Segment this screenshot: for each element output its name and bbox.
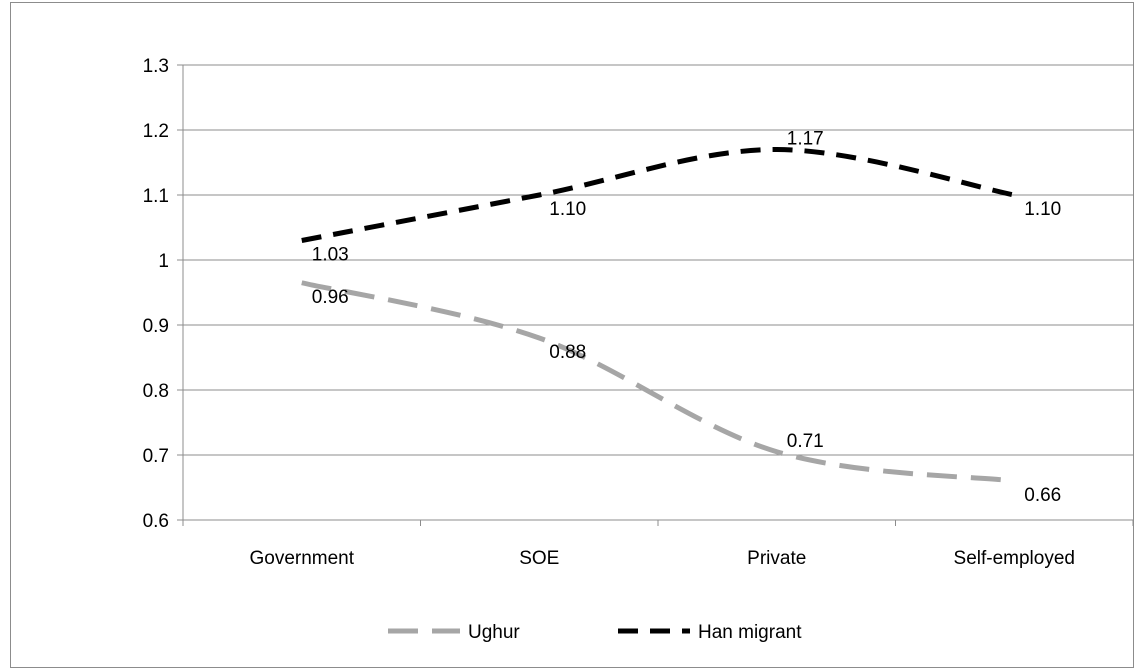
y-tick-label: 1.2 bbox=[143, 121, 169, 142]
y-tick-label: 0.7 bbox=[143, 446, 169, 467]
y-tick-label: 0.8 bbox=[143, 381, 169, 402]
y-tick-label: 0.9 bbox=[143, 316, 169, 337]
gridlines bbox=[183, 64, 1133, 456]
x-tick-label: Private bbox=[747, 548, 806, 569]
chart-frame bbox=[10, 2, 1134, 668]
axes: 0.6 0.7 0.8 0.9 1 1.1 1.2 1.3 Government SOE Priva… bbox=[143, 56, 1134, 569]
legend-label: Ughur bbox=[468, 622, 520, 643]
x-tick-label: SOE bbox=[519, 548, 559, 569]
legend-item: Ughur bbox=[388, 622, 520, 643]
legend-label: Han migrant bbox=[698, 622, 802, 643]
data-label: 1.17 bbox=[787, 129, 824, 150]
y-tick-label: 1 bbox=[158, 251, 169, 272]
y-tick-label: 0.6 bbox=[143, 511, 169, 532]
data-label: 0.88 bbox=[549, 342, 586, 363]
x-tick-label: Self-employed bbox=[954, 548, 1075, 569]
series-line-han-migrant bbox=[301, 146, 1015, 243]
series-lines bbox=[301, 146, 1015, 484]
data-label: 1.10 bbox=[1024, 199, 1061, 220]
y-tick-label: 1.1 bbox=[143, 186, 169, 207]
x-tick-label: Government bbox=[249, 548, 354, 569]
legend-item: Han migrant bbox=[618, 622, 802, 643]
data-label: 0.66 bbox=[1024, 485, 1061, 506]
series-line-ughur bbox=[301, 280, 1015, 484]
data-label: 1.03 bbox=[312, 245, 349, 266]
data-labels: 0.96 0.88 0.71 0.66 1.03 1.10 1.17 1.10 bbox=[312, 129, 1061, 507]
y-tick-label: 1.3 bbox=[143, 56, 169, 77]
data-label: 1.10 bbox=[549, 199, 586, 220]
data-label: 0.71 bbox=[787, 431, 824, 452]
legend: Ughur Han migrant bbox=[388, 622, 802, 643]
data-label: 0.96 bbox=[312, 287, 349, 308]
